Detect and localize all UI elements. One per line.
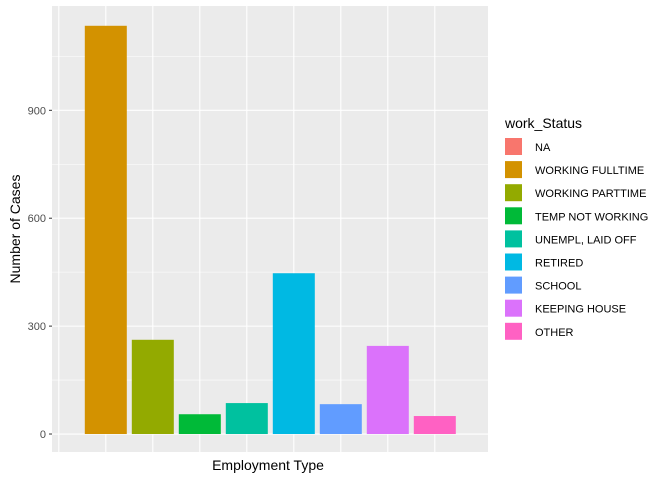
y-axis: 0 300 600 900 bbox=[28, 105, 52, 441]
legend: work_Status NA WORKING FULLTIME WORKING PA… bbox=[504, 115, 648, 340]
legend-label: WORKING FULLTIME bbox=[535, 165, 644, 177]
legend-title: work_Status bbox=[504, 115, 582, 131]
y-tick-label: 900 bbox=[28, 105, 46, 117]
legend-key bbox=[505, 230, 522, 248]
bar-keeping-house bbox=[366, 345, 409, 435]
bars bbox=[84, 25, 456, 435]
x-axis-title: Employment Type bbox=[212, 457, 324, 473]
legend-key bbox=[505, 184, 522, 202]
bar-unempl-laid-off bbox=[225, 403, 268, 435]
legend-label: NA bbox=[535, 142, 551, 154]
bar-temp-not-working bbox=[178, 414, 221, 435]
legend-label: TEMP NOT WORKING bbox=[535, 211, 648, 223]
legend-label: RETIRED bbox=[535, 258, 583, 270]
bar-other bbox=[413, 416, 456, 435]
legend-label: OTHER bbox=[535, 327, 574, 339]
legend-key bbox=[505, 299, 522, 317]
legend-key bbox=[505, 161, 522, 179]
bar-working-fulltime bbox=[84, 25, 127, 435]
y-axis-title: Number of Cases bbox=[7, 175, 23, 284]
legend-key bbox=[505, 322, 522, 340]
legend-label: WORKING PARTTIME bbox=[535, 188, 646, 200]
legend-key bbox=[505, 276, 522, 294]
bar-working-parttime bbox=[131, 339, 174, 435]
legend-key bbox=[505, 138, 522, 155]
y-tick-label: 300 bbox=[28, 321, 46, 333]
legend-key bbox=[505, 253, 522, 271]
legend-label: KEEPING HOUSE bbox=[535, 304, 626, 316]
y-tick-label: 0 bbox=[40, 429, 46, 441]
bar-retired bbox=[272, 273, 315, 435]
legend-label: SCHOOL bbox=[535, 281, 581, 293]
legend-key bbox=[505, 207, 522, 225]
legend-label: UNEMPL, LAID OFF bbox=[535, 234, 637, 246]
y-tick-label: 600 bbox=[28, 213, 46, 225]
bar-school bbox=[319, 404, 362, 435]
